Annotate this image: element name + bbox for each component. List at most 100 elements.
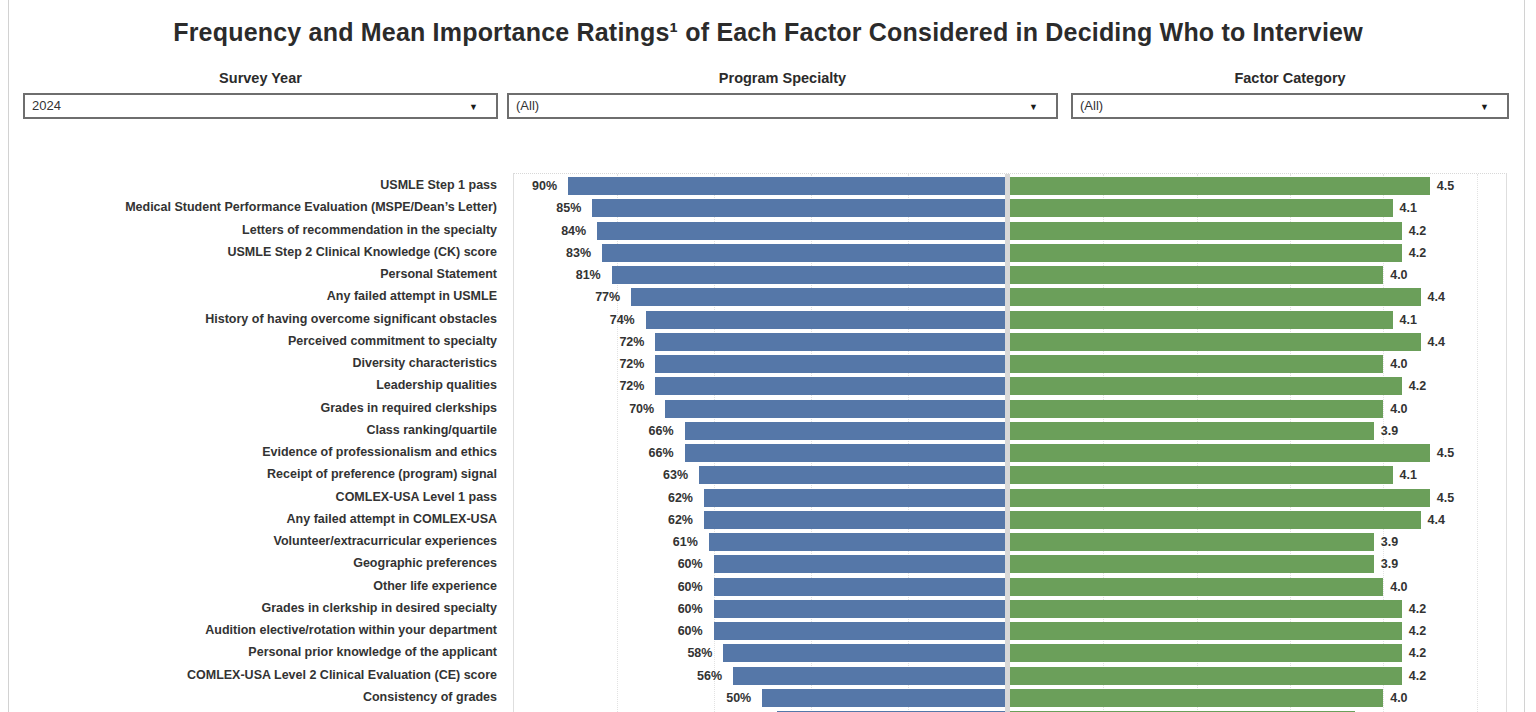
frequency-bar[interactable]: [665, 400, 1005, 418]
frequency-bar[interactable]: [597, 222, 1005, 240]
rating-bar[interactable]: [1010, 600, 1402, 618]
rating-bar[interactable]: [1010, 689, 1383, 707]
rating-bar[interactable]: [1010, 444, 1430, 462]
category-label: Grades in clerkship in desired specialty: [16, 599, 497, 617]
rating-label: 4.4: [1428, 513, 1445, 527]
frequency-bar[interactable]: [655, 333, 1005, 351]
frequency-row: 74%: [514, 311, 1005, 329]
rating-bar[interactable]: [1010, 400, 1383, 418]
rating-bar[interactable]: [1010, 644, 1402, 662]
rating-label: 4.5: [1437, 179, 1454, 193]
rating-label: 4.2: [1409, 669, 1426, 683]
rating-bar[interactable]: [1010, 533, 1374, 551]
frequency-bar[interactable]: [762, 689, 1005, 707]
frequency-bar[interactable]: [714, 578, 1005, 596]
frequency-bar[interactable]: [646, 311, 1005, 329]
frequency-row: 72%: [514, 377, 1005, 395]
rating-label: 4.5: [1437, 446, 1454, 460]
frequency-bar[interactable]: [699, 466, 1005, 484]
category-label: Volunteer/extracurricular experiences: [16, 532, 497, 550]
filter-label-survey-year: Survey Year: [23, 70, 498, 86]
frequency-bar[interactable]: [733, 667, 1005, 685]
survey-year-dropdown[interactable]: 2024 ▼: [23, 93, 498, 119]
frequency-row: 60%: [514, 622, 1005, 640]
frequency-bar[interactable]: [602, 244, 1005, 262]
frequency-bar[interactable]: [714, 622, 1005, 640]
frequency-bar[interactable]: [631, 288, 1005, 306]
dashboard: Frequency and Mean Importance Ratings¹ o…: [0, 0, 1536, 712]
frequency-bar[interactable]: [568, 177, 1005, 195]
category-label: Consistency of grades: [16, 688, 497, 706]
frequency-bar[interactable]: [655, 355, 1005, 373]
category-label: USMLE Step 1 pass: [16, 176, 497, 194]
frequency-label: 62%: [668, 513, 693, 527]
rating-row: 3.9: [1010, 555, 1508, 573]
rating-row: 4.1: [1010, 466, 1508, 484]
frequency-bar[interactable]: [685, 422, 1005, 440]
rating-row: 4.2: [1010, 222, 1508, 240]
frequency-bar[interactable]: [592, 199, 1005, 217]
rating-bar[interactable]: [1010, 622, 1402, 640]
frequency-row: 90%: [514, 177, 1005, 195]
rating-label: 4.4: [1428, 335, 1445, 349]
rating-bar[interactable]: [1010, 377, 1402, 395]
frequency-label: 84%: [561, 224, 586, 238]
frequency-bar[interactable]: [655, 377, 1005, 395]
factor-category-dropdown[interactable]: (All) ▼: [1071, 93, 1509, 119]
frequency-bar[interactable]: [709, 533, 1005, 551]
frequency-row: 61%: [514, 533, 1005, 551]
program-specialty-dropdown[interactable]: (All) ▼: [507, 93, 1058, 119]
frequency-label: 90%: [532, 179, 557, 193]
frequency-bar[interactable]: [723, 644, 1005, 662]
rating-bar[interactable]: [1010, 222, 1402, 240]
category-label: Personal prior knowledge of the applican…: [16, 643, 497, 661]
rating-bar[interactable]: [1010, 333, 1421, 351]
category-label: Any failed attempt in USMLE: [16, 287, 497, 305]
rating-label: 4.0: [1390, 402, 1407, 416]
rating-bar[interactable]: [1010, 489, 1430, 507]
rating-bar[interactable]: [1010, 199, 1393, 217]
rating-bar[interactable]: [1010, 511, 1421, 529]
rating-bar[interactable]: [1010, 288, 1421, 306]
rating-label: 3.9: [1381, 535, 1398, 549]
frequency-bar[interactable]: [704, 511, 1005, 529]
page-right-border: [1524, 0, 1525, 712]
rating-label: 3.9: [1381, 557, 1398, 571]
frequency-row: 60%: [514, 555, 1005, 573]
rating-label: 4.0: [1390, 357, 1407, 371]
frequency-label: 77%: [595, 290, 620, 304]
frequency-bar[interactable]: [714, 600, 1005, 618]
frequency-row: 70%: [514, 400, 1005, 418]
rating-bar[interactable]: [1010, 667, 1402, 685]
frequency-bar[interactable]: [612, 266, 1005, 284]
rating-row: 4.0: [1010, 355, 1508, 373]
rating-row: 4.1: [1010, 311, 1508, 329]
rating-row: 4.5: [1010, 444, 1508, 462]
rating-bar[interactable]: [1010, 555, 1374, 573]
rating-bar[interactable]: [1010, 177, 1430, 195]
category-label: COMLEX-USA Level 2 Clinical Evaluation (…: [16, 666, 497, 684]
frequency-row: 62%: [514, 511, 1005, 529]
rating-bar[interactable]: [1010, 355, 1383, 373]
rating-bar[interactable]: [1010, 578, 1383, 596]
rating-bar[interactable]: [1010, 466, 1393, 484]
chevron-down-icon: ▼: [1029, 102, 1038, 112]
rating-bar[interactable]: [1010, 422, 1374, 440]
rating-row: 4.0: [1010, 266, 1508, 284]
rating-bar[interactable]: [1010, 266, 1383, 284]
program-specialty-dropdown-value: (All): [516, 98, 539, 113]
frequency-label: 70%: [629, 402, 654, 416]
rating-bar[interactable]: [1010, 311, 1393, 329]
frequency-row: 66%: [514, 422, 1005, 440]
rating-bar[interactable]: [1010, 244, 1402, 262]
frequency-bar[interactable]: [704, 489, 1005, 507]
category-label: Letters of recommendation in the special…: [16, 221, 497, 239]
rating-row: 4.2: [1010, 644, 1508, 662]
category-label: Grades in required clerkships: [16, 399, 497, 417]
frequency-label: 58%: [687, 646, 712, 660]
frequency-bar[interactable]: [714, 555, 1005, 573]
frequency-bar[interactable]: [685, 444, 1005, 462]
rating-row: 4.0: [1010, 689, 1508, 707]
category-label: Other life experience: [16, 577, 497, 595]
rating-label: 4.2: [1409, 246, 1426, 260]
